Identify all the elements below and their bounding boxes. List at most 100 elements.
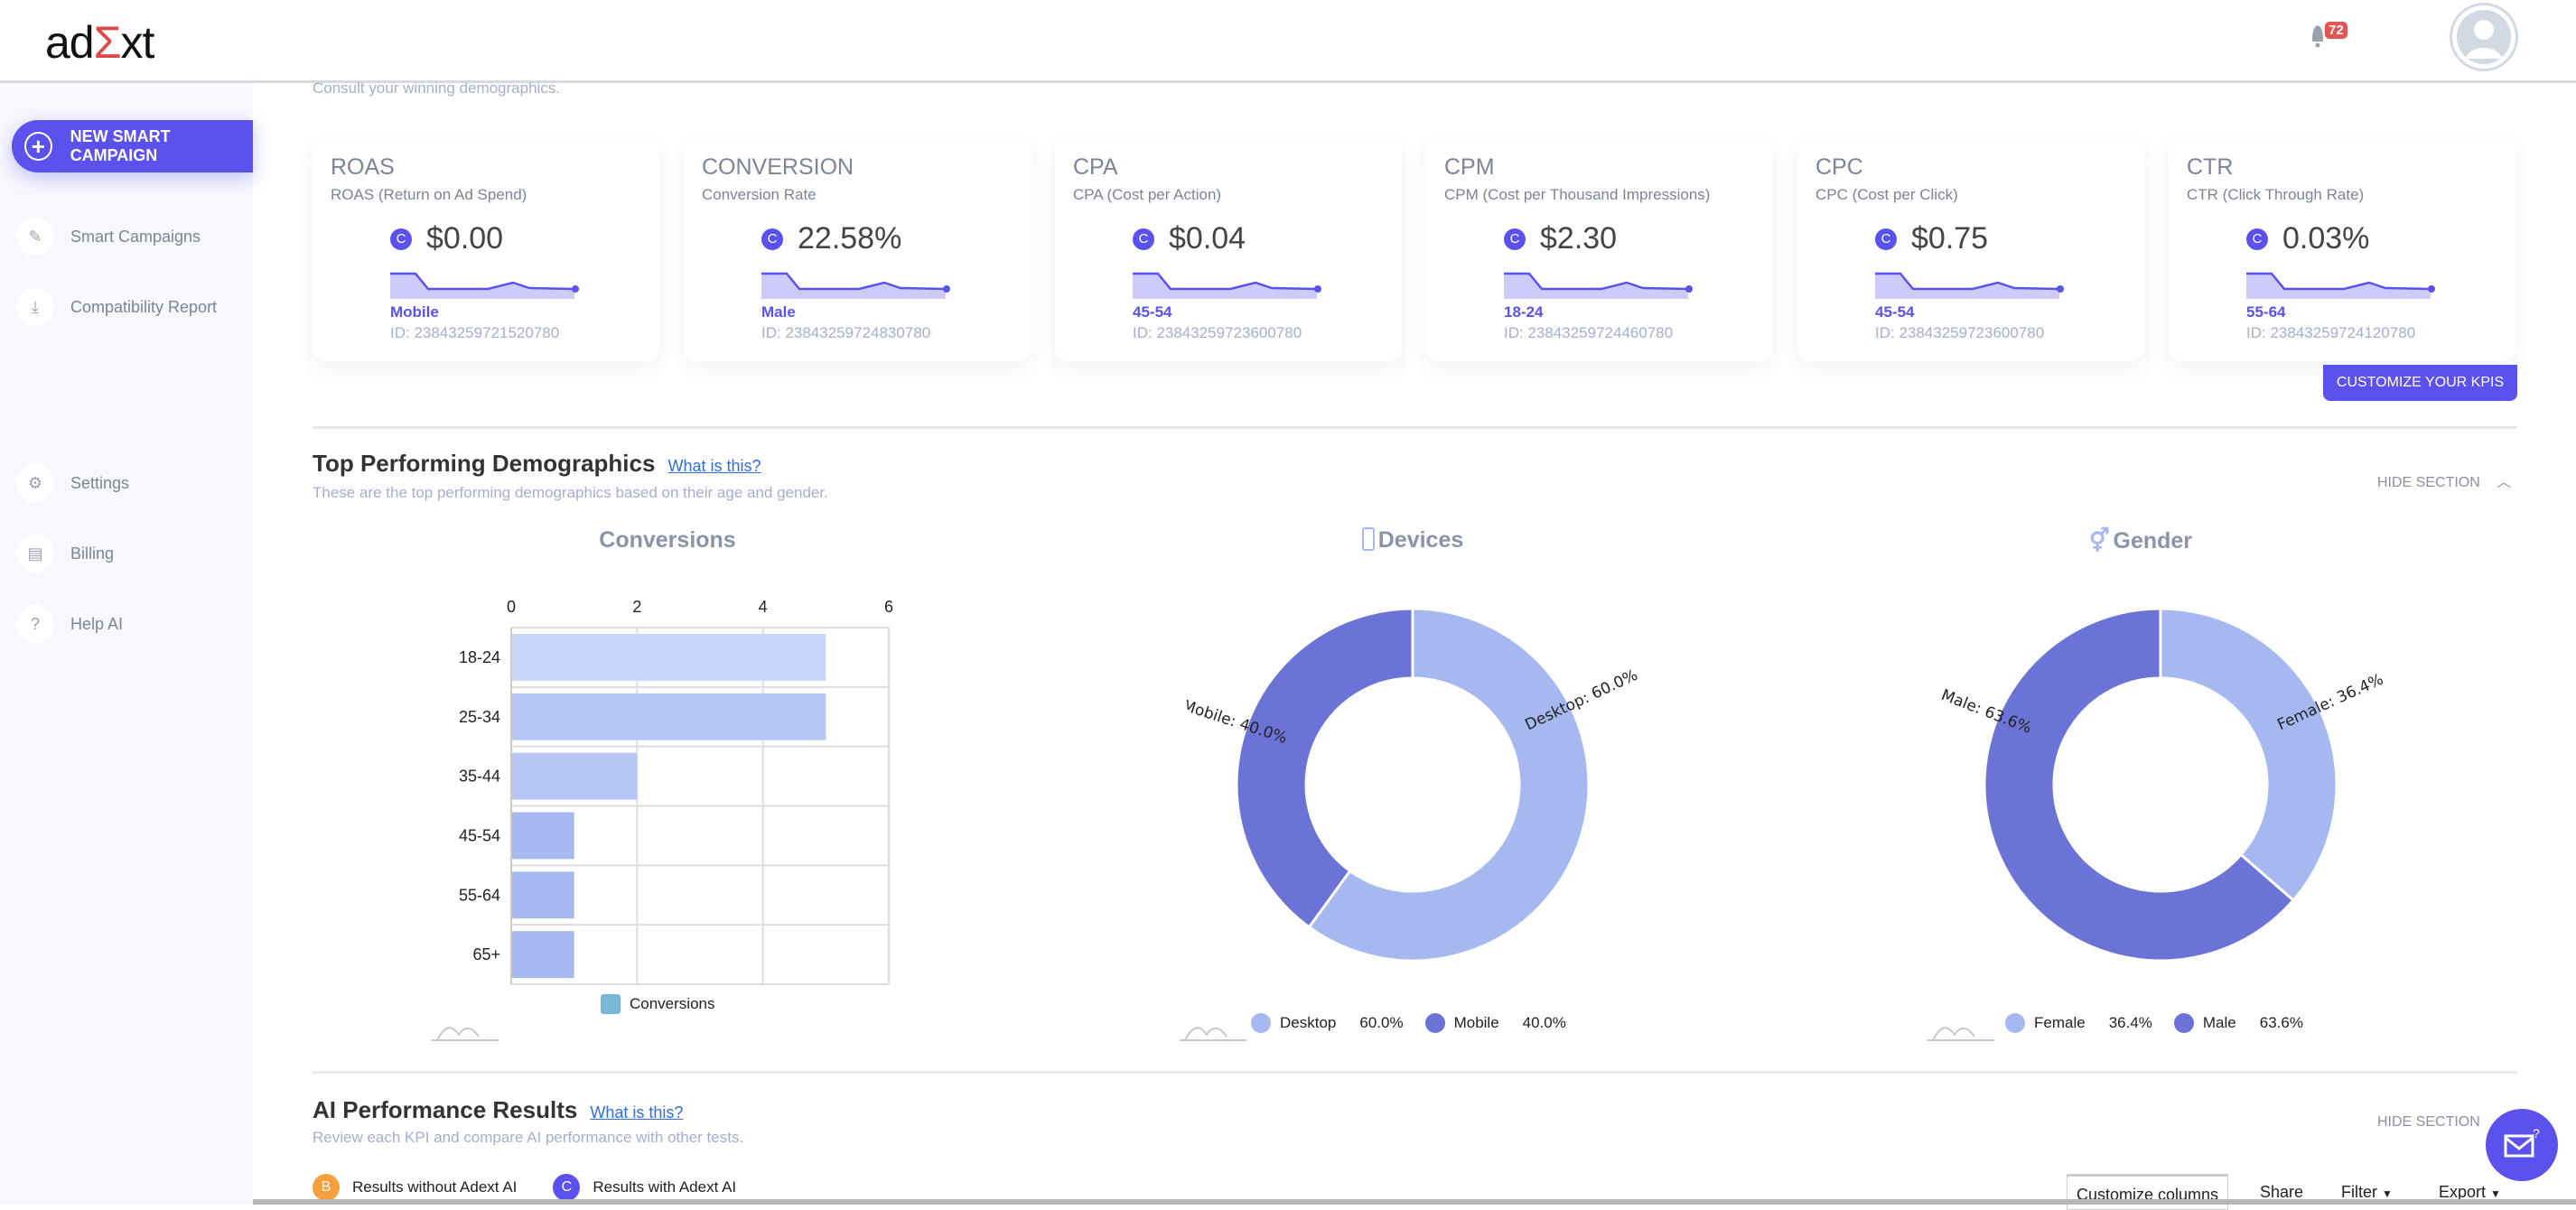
bar-legend[interactable]: Conversions [601, 994, 715, 1014]
kpi-segment: 55-64 [2246, 303, 2286, 321]
value-text: 0.03% [2282, 221, 2370, 256]
section-title: Top Performing Demographics [313, 450, 656, 477]
x-tick-label: 0 [507, 598, 516, 616]
ai-badge: C [761, 228, 783, 250]
bar-35-44 [511, 752, 638, 800]
kpi-subtitle: CPM (Cost per Thousand Impressions) [1444, 186, 1711, 203]
sidebar-item-billing[interactable]: ▤ Billing [16, 535, 114, 572]
value-text: $0.00 [426, 221, 504, 256]
kpi-card-conversion[interactable]: CONVERSION Conversion Rate C 22.58% Male … [684, 138, 1031, 361]
kpi-card-cpc[interactable]: CPC CPC (Cost per Click) C $0.75 45-54 ID… [1797, 138, 2144, 361]
caret-down-icon: ▼ [2382, 1187, 2393, 1200]
kpi-card-cpm[interactable]: CPM CPM (Cost per Thousand Impressions) … [1426, 138, 1773, 361]
sidebar-item-label: Help AI [70, 614, 124, 633]
chat-support-button[interactable]: ? [2486, 1109, 2558, 1181]
sparkline [1504, 272, 1693, 299]
slice-female [2159, 607, 2338, 903]
ai-badge: C [390, 228, 412, 250]
value-text: $0.04 [1169, 221, 1246, 256]
demographics-header: Top Performing Demographics What is this? [313, 450, 761, 478]
adext-logo[interactable]: adΣxt [45, 17, 154, 68]
female-legend[interactable]: Female 36.4% [2005, 1013, 2174, 1033]
kpi-id: ID: 23843259724460780 [1504, 324, 1674, 341]
what-is-this-link[interactable]: What is this? [667, 457, 761, 475]
bar-65+ [511, 931, 574, 978]
ai-legend: B Results without Adext AI C Results with … [313, 1174, 736, 1201]
bar-18-24 [511, 634, 826, 681]
kpi-title: ROAS [331, 154, 395, 180]
section-subtitle: These are the top performing demographic… [313, 484, 828, 501]
sidebar-item-label: Settings [70, 473, 130, 492]
gear-icon: ⚙ [16, 464, 54, 502]
chart-placeholder-icon [1180, 1027, 1246, 1041]
gender-legend: Female 36.4% Male 63.6% [2005, 1013, 2303, 1033]
kpi-id: ID: 23843259723600780 [1875, 324, 2045, 341]
sidebar-item-label: Smart Campaigns [70, 227, 201, 246]
new-smart-campaign-button[interactable]: + NEW SMART CAMPAIGN [12, 120, 253, 172]
desktop-legend[interactable]: Desktop 60.0% [1251, 1013, 1425, 1033]
kpi-value: C 22.58% [761, 221, 901, 256]
chart-placeholder-icon [432, 1027, 499, 1041]
legend-value: 63.6% [2259, 1014, 2303, 1031]
what-is-this-link[interactable]: What is this? [590, 1103, 684, 1122]
x-tick-label: 2 [632, 598, 641, 616]
value-text: $0.75 [1911, 221, 1989, 256]
avatar[interactable] [2450, 3, 2518, 71]
sidebar-item-settings[interactable]: ⚙ Settings [16, 464, 129, 502]
kpi-id: ID: 23843259721520780 [390, 324, 560, 341]
sidebar-item-compatibility-report[interactable]: ⤓ Compatibility Report [16, 288, 217, 326]
sparkline [2246, 272, 2435, 299]
kpi-card-cpa[interactable]: CPA CPA (Cost per Action) C $0.04 45-54 I… [1055, 138, 1402, 361]
bell-icon[interactable] [2309, 23, 2327, 49]
y-tick-label: 55-64 [459, 886, 500, 904]
conversions-chart-title: Conversions [599, 527, 736, 553]
filter-label: Filter [2341, 1183, 2377, 1201]
legend-label: Conversions [630, 995, 715, 1012]
legend-label: Results with Adext AI [593, 1178, 737, 1196]
hide-section-button[interactable]: HIDE SECTION ︿ [2377, 470, 2511, 491]
sparkline [761, 272, 950, 299]
male-legend[interactable]: Male 63.6% [2173, 1013, 2303, 1033]
with-ai-badge: C [553, 1174, 581, 1201]
customize-kpis-button[interactable]: CUSTOMIZE YOUR KPIS [2323, 365, 2517, 401]
sidebar-item-smart-campaigns[interactable]: ✎ Smart Campaigns [16, 218, 201, 256]
slice-desktop [1307, 607, 1591, 963]
divider [313, 1071, 2517, 1074]
share-button[interactable]: Share [2260, 1183, 2304, 1201]
ai-badge: C [2246, 228, 2268, 250]
kpi-card-ctr[interactable]: CTR CTR (Click Through Rate) C 0.03% 55-6… [2169, 138, 2515, 361]
title-text: Devices [1377, 527, 1464, 553]
chevron-up-icon: ︿ [2497, 475, 2512, 490]
gender-chart-title: ⚥ Gender [1870, 527, 2412, 554]
export-button[interactable]: Export ▼ [2439, 1183, 2501, 1202]
document-edit-icon: ✎ [16, 218, 54, 256]
bar-55-64 [511, 871, 574, 919]
mobile-legend[interactable]: Mobile 40.0% [1424, 1013, 1566, 1033]
legend-swatch [2173, 1013, 2194, 1033]
legend-label: Mobile [1453, 1014, 1499, 1031]
section-title: AI Performance Results [313, 1096, 578, 1123]
kpi-card-roas[interactable]: ROAS ROAS (Return on Ad Spend) C $0.00 Mo… [313, 138, 659, 361]
chart-placeholder-icon [1927, 1027, 1994, 1041]
horizontal-scrollbar[interactable] [253, 1199, 2576, 1205]
y-tick-label: 25-34 [459, 708, 500, 726]
customize-columns-button[interactable]: Customize columns [2067, 1174, 2229, 1210]
value-text: 22.58% [798, 221, 902, 256]
y-tick-label: 45-54 [459, 826, 500, 844]
export-label: Export [2439, 1183, 2487, 1201]
sidebar-item-label: Billing [70, 544, 115, 563]
value-text: $2.30 [1540, 221, 1618, 256]
kpi-segment: 45-54 [1133, 303, 1172, 321]
sidebar-item-help-ai[interactable]: ? Help AI [16, 605, 123, 643]
y-tick-label: 65+ [472, 945, 500, 963]
legend-label: Female [2034, 1014, 2086, 1031]
filter-button[interactable]: Filter ▼ [2341, 1183, 2393, 1202]
slice-mobile [1235, 607, 1414, 929]
kpi-segment: 18-24 [1504, 303, 1544, 321]
sparkline [1133, 272, 1321, 299]
gender-donut-chart: Female: 36.4%Male: 63.6% [1938, 607, 2386, 963]
legend-swatch [2005, 1013, 2025, 1033]
legend-value: 40.0% [1522, 1014, 1566, 1031]
kpi-title: CPC [1815, 154, 1863, 180]
hide-section-button[interactable]: HIDE SECTION [2377, 1114, 2480, 1130]
